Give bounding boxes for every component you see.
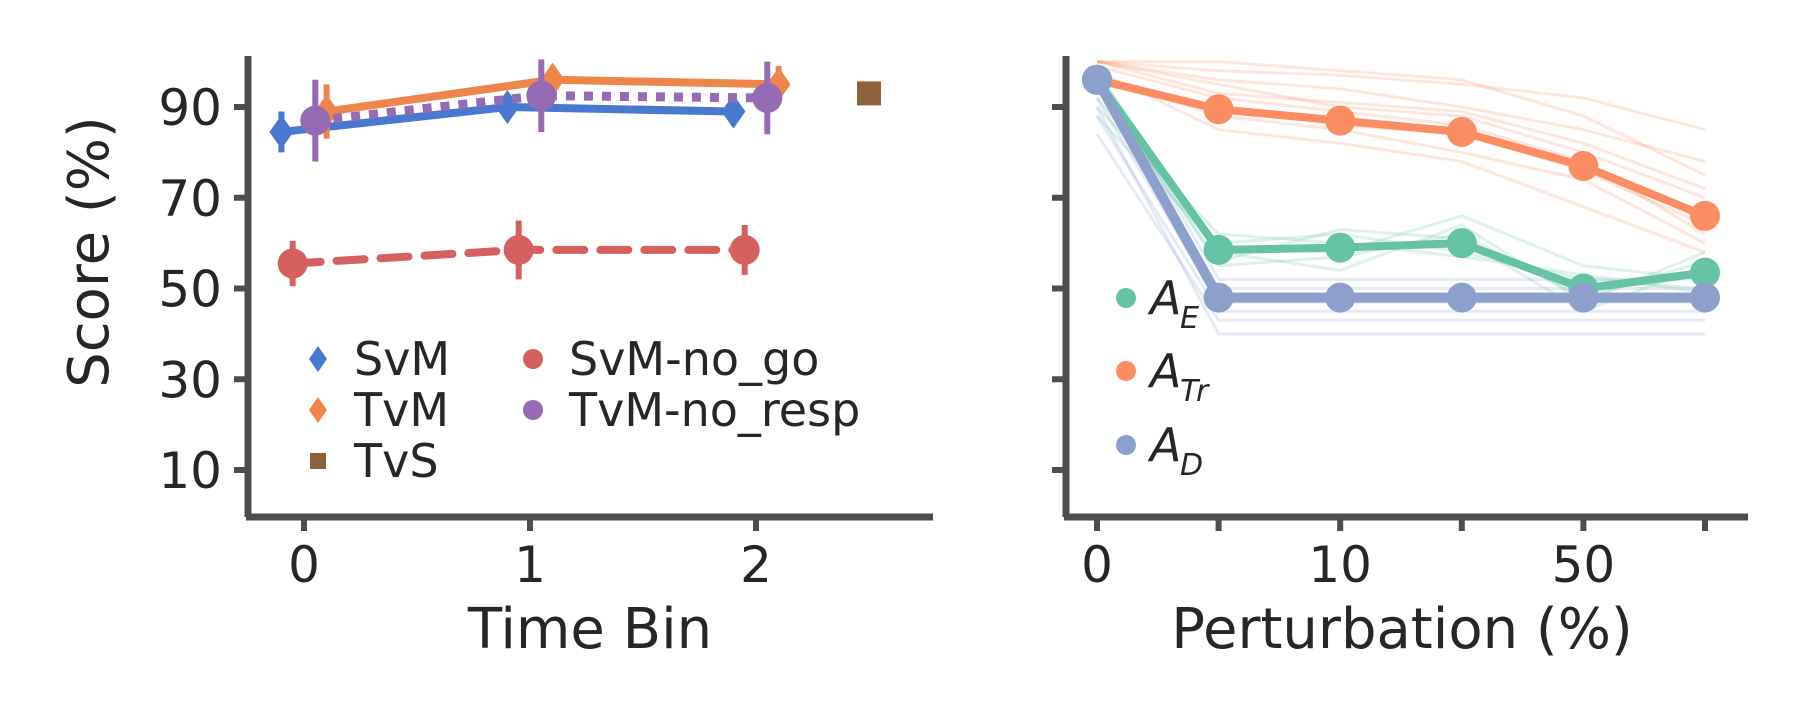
left-plot-marks [269, 59, 881, 287]
left-y-tick-label-30: 30 [158, 351, 222, 409]
marker-SvM-no_go-0 [277, 248, 308, 279]
right-x-tick-label-10: 10 [1308, 536, 1372, 594]
legend-item-AD: AD [1116, 418, 1203, 483]
marker-AE-5 [1690, 257, 1720, 288]
marker-TvM-no_resp-1 [526, 80, 557, 111]
marker-AE-3 [1446, 228, 1477, 259]
legend-label-AE: A [1147, 271, 1181, 325]
left-y-tick-label-90: 90 [158, 79, 222, 137]
marker-AD-1 [1203, 282, 1234, 313]
marker-ATr-4 [1568, 150, 1599, 181]
marker-SvM-no_go-1 [503, 234, 534, 265]
marker-AD-5 [1690, 282, 1720, 313]
marker-TvS-0 [857, 81, 881, 106]
legend-item-SvM-no_go: SvM-no_go [523, 332, 819, 386]
marker-SvM-0 [269, 114, 294, 149]
series-TvM-no_resp [300, 59, 783, 162]
left-y-axis-label: Score (%) [57, 116, 122, 388]
legend-item-ATr: ATr [1116, 344, 1210, 409]
background-run-D-4 [1095, 69, 1705, 281]
legend-marker-AE [1116, 288, 1136, 308]
left-y-tick-label-50: 50 [158, 261, 222, 319]
right-x-tick-label-0: 0 [1081, 536, 1113, 594]
series-SvM [269, 90, 746, 153]
left-x-axis-label: Time Bin [467, 597, 712, 662]
background-run-D-2 [1095, 115, 1705, 313]
background-run-Tr-3 [1097, 60, 1706, 177]
legend-marker-SvM [309, 346, 327, 372]
background-run-D-3 [1095, 133, 1705, 322]
legend-sub-ATr: Tr [1180, 374, 1210, 409]
background-run-D-5 [1095, 106, 1705, 336]
legend-label-TvS: TvS [353, 434, 439, 488]
marker-AD-0 [1082, 64, 1112, 95]
legend-item-TvM: TvM [309, 383, 449, 437]
legend-label-SvM-no_go: SvM-no_go [569, 332, 819, 386]
legend-marker-TvM-no_resp [523, 400, 543, 420]
marker-ATr-5 [1690, 200, 1720, 231]
legend-label-SvM: SvM [354, 332, 450, 386]
line-AD [1092, 77, 1705, 303]
legend-sub-AD: D [1180, 448, 1203, 483]
background-run-Tr-0 [1096, 60, 1706, 132]
marker-AD-4 [1568, 282, 1599, 313]
line-TvM-no_resp [314, 91, 768, 126]
legend-marker-TvS [310, 453, 326, 469]
legend-marker-TvM [309, 397, 327, 423]
marker-SvM-no_go-2 [729, 234, 760, 265]
legend-item-AE: AE [1116, 271, 1199, 336]
left-x-tick-label-0: 0 [288, 536, 320, 594]
background-run-E-3 [1095, 105, 1706, 295]
legend-label-ATr: A [1147, 344, 1181, 398]
left-x-tick-label-1: 1 [514, 536, 546, 594]
right-ticks: 0 10 50 [1052, 104, 1708, 594]
marker-AE-1 [1203, 234, 1234, 265]
background-run-Tr-6 [1096, 69, 1706, 254]
left-y-tick-label-10: 10 [158, 442, 222, 500]
background-run-E-4 [1095, 87, 1706, 313]
marker-AD-3 [1446, 282, 1477, 313]
left-ticks: 10 30 50 70 90 0 1 2 [158, 79, 772, 594]
marker-AE-2 [1325, 232, 1356, 263]
marker-SvM-2 [721, 94, 746, 129]
marker-ATr-3 [1446, 116, 1477, 147]
background-run-Tr-1 [1096, 60, 1706, 200]
legend-label-AD: A [1147, 418, 1181, 472]
legend-item-SvM: SvM [309, 332, 450, 386]
line-ATr [1096, 75, 1707, 220]
series-TvS [857, 81, 881, 106]
legend-marker-SvM-no_go [523, 349, 543, 369]
legend-item-TvM-no_resp: TvM-no_resp [523, 383, 860, 437]
marker-ATr-2 [1325, 105, 1356, 136]
right-x-axis-label: Perturbation (%) [1171, 597, 1633, 662]
background-run-Tr-5 [1096, 60, 1706, 163]
right-plot-marks [1082, 64, 1720, 313]
marker-TvM-no_resp-2 [752, 82, 783, 113]
legend-label-TvM-no_resp: TvM-no_resp [568, 383, 860, 437]
series-AD [1082, 64, 1720, 313]
legend-marker-ATr [1116, 361, 1136, 381]
legend-marker-AD [1116, 435, 1136, 455]
series-SvM-no_go [277, 220, 760, 287]
legend-item-TvS: TvS [310, 434, 439, 488]
left-y-tick-label-70: 70 [158, 170, 222, 228]
legend-label-TvM: TvM [353, 383, 449, 437]
legend-sub-AE: E [1180, 301, 1199, 336]
right-x-tick-label-50: 50 [1552, 536, 1616, 594]
line-AE [1093, 77, 1706, 293]
marker-TvM-no_resp-0 [300, 105, 331, 136]
left-x-tick-label-2: 2 [740, 536, 772, 594]
series-ATr [1082, 64, 1720, 231]
marker-ATr-1 [1203, 94, 1234, 125]
background-run-Tr-4 [1096, 73, 1706, 245]
marker-AD-2 [1325, 282, 1356, 313]
background-run-Tr-7 [1096, 60, 1706, 191]
